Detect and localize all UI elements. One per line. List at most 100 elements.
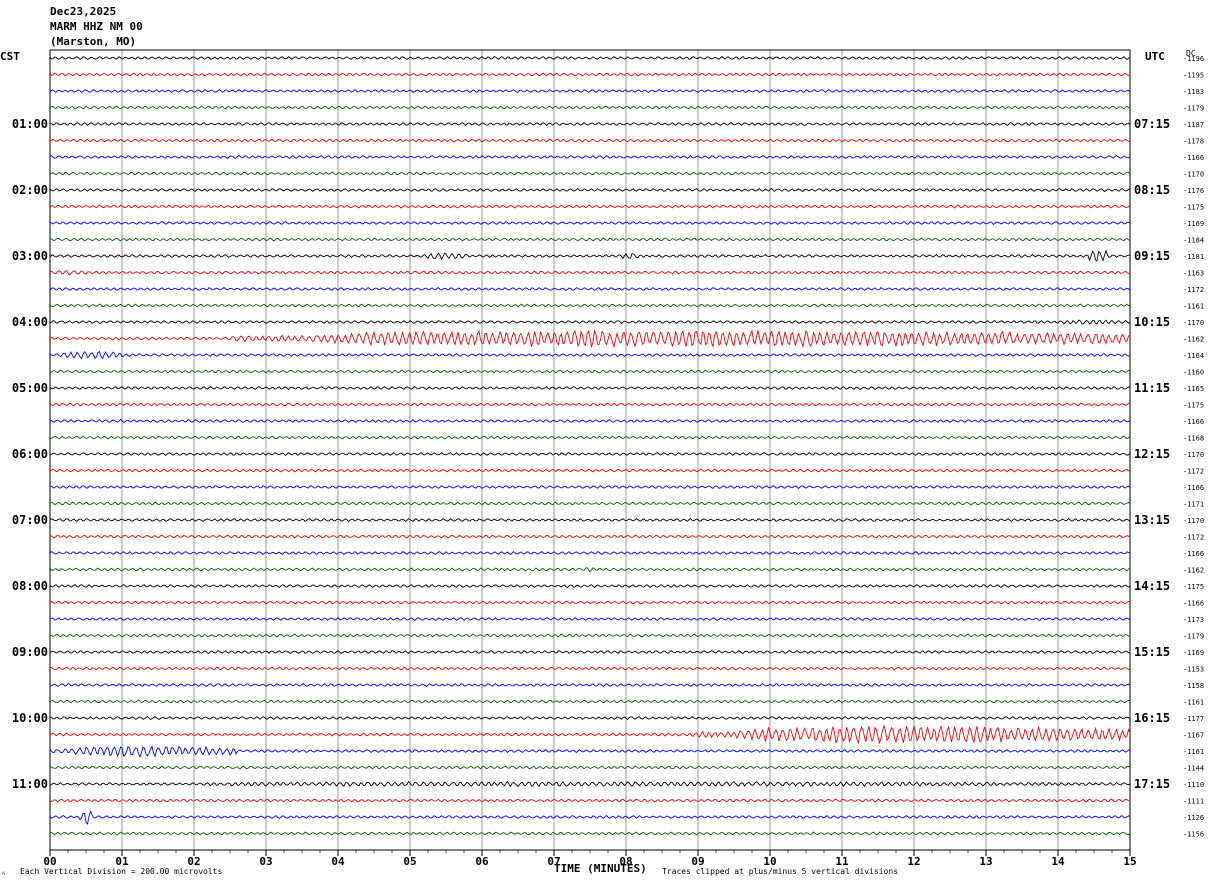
left-hour-label: 09:00 [12, 645, 48, 659]
dc-offset-label: -1166 [1183, 550, 1204, 558]
dc-offset-label: -1196 [1183, 55, 1204, 63]
trace-row [49, 452, 1131, 456]
dc-offset-label: -1164 [1183, 352, 1204, 360]
left-hour-label: 05:00 [12, 381, 48, 395]
dc-offset-label: -1170 [1183, 171, 1204, 179]
dc-offset-label: -1178 [1183, 138, 1204, 146]
trace-row [49, 435, 1131, 440]
right-hour-label: 13:15 [1134, 513, 1170, 527]
x-tick-label: 02 [187, 855, 200, 868]
dc-offset-label: -1144 [1183, 765, 1204, 773]
dc-offset-label: -1158 [1183, 682, 1204, 690]
left-hour-label: 08:00 [12, 579, 48, 593]
scale-note: Each Vertical Division = 200.00 microvol… [20, 867, 223, 876]
x-tick-label: 07 [547, 855, 560, 868]
left-hour-label: 11:00 [12, 777, 48, 791]
dc-offset-label: -1166 [1183, 418, 1204, 426]
corner-mark: ᴬ [1, 870, 6, 879]
dc-offset-label: -1165 [1183, 385, 1204, 393]
trace-row [49, 154, 1131, 159]
trace-row [50, 683, 1131, 688]
right-hour-label: 09:15 [1134, 249, 1170, 263]
dc-offset-label: -1166 [1183, 600, 1204, 608]
right-hour-label: 08:15 [1134, 183, 1170, 197]
trace-row [49, 780, 1131, 788]
dc-offset-label: -1110 [1183, 781, 1204, 789]
trace-row [49, 55, 1131, 60]
dc-offset-label: -1111 [1183, 798, 1204, 806]
trace-row [49, 369, 1131, 374]
trace-row [49, 765, 1131, 770]
header-date: Dec23,2025 [50, 5, 117, 18]
trace-row [49, 237, 1131, 242]
trace-row [49, 485, 1131, 490]
dc-offset-label: -1170 [1183, 451, 1204, 459]
dc-offset-label: -1156 [1183, 831, 1204, 839]
trace-row [49, 534, 1131, 539]
left-hour-label: 04:00 [12, 315, 48, 329]
trace-row [49, 418, 1131, 423]
x-tick-label: 01 [115, 855, 129, 868]
x-tick-label: 03 [259, 855, 272, 868]
clip-note: Traces clipped at plus/minus 5 vertical … [662, 867, 899, 876]
trace-row [49, 501, 1131, 506]
x-tick-label: 15 [1123, 855, 1136, 868]
trace-row [49, 566, 1131, 573]
dc-offset-label: -1160 [1183, 369, 1204, 377]
dc-offset-label: -1169 [1183, 649, 1204, 657]
x-tick-label: 00 [43, 855, 56, 868]
left-hour-label: 06:00 [12, 447, 48, 461]
trace-row [49, 286, 1131, 291]
right-hour-label: 07:15 [1134, 117, 1170, 131]
dc-offset-label: -1161 [1183, 748, 1204, 756]
dc-offset-label: -1169 [1183, 220, 1204, 228]
trace-row [50, 716, 1131, 720]
trace-row [49, 551, 1131, 555]
dc-offset-label: -1126 [1183, 814, 1204, 822]
right-hour-label: 11:15 [1134, 381, 1170, 395]
dc-offset-label: -1167 [1183, 732, 1204, 740]
dc-column-label: DC [1186, 49, 1196, 58]
trace-row [49, 105, 1131, 110]
trace-row [49, 221, 1131, 226]
x-tick-label: 11 [835, 855, 849, 868]
x-tick-label: 09 [691, 855, 704, 868]
dc-offset-label: -1179 [1183, 633, 1204, 641]
trace-row [49, 584, 1131, 589]
trace-row [49, 303, 1131, 308]
right-timezone-label: UTC [1145, 50, 1165, 63]
dc-offset-label: -1170 [1183, 517, 1204, 525]
dc-offset-label: -1175 [1183, 583, 1204, 591]
dc-offset-label: -1172 [1183, 468, 1204, 476]
trace-row [49, 72, 1131, 77]
x-tick-label: 04 [331, 855, 345, 868]
trace-row [49, 269, 1131, 276]
trace-row [49, 600, 1131, 605]
dc-offset-label: -1163 [1183, 270, 1204, 278]
trace-row [49, 351, 1131, 360]
x-tick-label: 14 [1051, 855, 1065, 868]
trace-row [49, 633, 1131, 638]
trace-row [49, 385, 1131, 391]
left-hour-label: 02:00 [12, 183, 48, 197]
trace-row [49, 666, 1131, 671]
dc-offset-label: -1181 [1183, 253, 1204, 261]
dc-offset-label: -1173 [1183, 616, 1204, 624]
trace-row [49, 468, 1131, 473]
trace-row [49, 319, 1131, 325]
header-station: MARM HHZ NM 00 [50, 20, 143, 33]
dc-offset-label: -1170 [1183, 319, 1204, 327]
trace-row [49, 798, 1131, 803]
trace-row [49, 724, 1131, 745]
trace-row [49, 650, 1131, 654]
x-tick-label: 08 [619, 855, 632, 868]
plot-frame [49, 49, 1131, 851]
trace-row [49, 329, 1131, 349]
trace-row [49, 171, 1131, 176]
right-hour-label: 17:15 [1134, 777, 1170, 791]
x-tick-label: 12 [907, 855, 920, 868]
trace-row [49, 699, 1131, 704]
right-hour-label: 16:15 [1134, 711, 1170, 725]
trace-row [49, 121, 1131, 127]
right-hour-label: 14:15 [1134, 579, 1170, 593]
